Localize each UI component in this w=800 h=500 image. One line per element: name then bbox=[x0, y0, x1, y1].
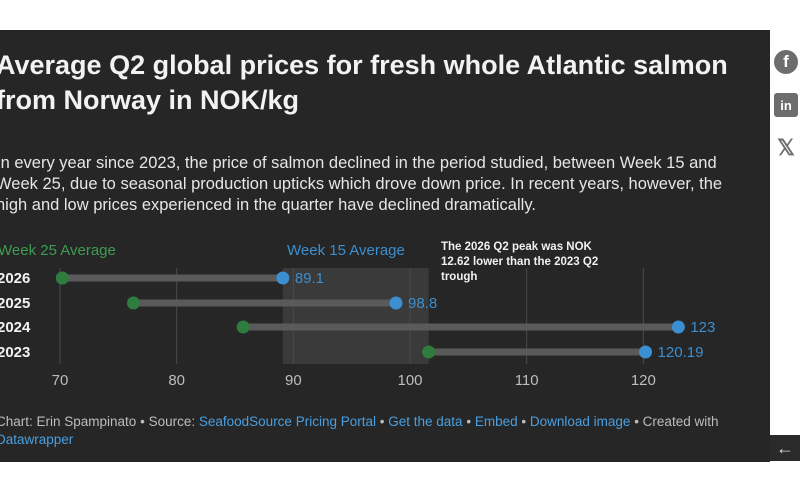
footer-sep: • bbox=[521, 414, 527, 429]
x-tick-label: 70 bbox=[52, 372, 69, 389]
footer-credit: Chart: Erin Spampinato bbox=[0, 414, 137, 429]
footer-sep: • bbox=[466, 414, 472, 429]
source-link[interactable]: SeafoodSource Pricing Portal bbox=[198, 414, 376, 429]
chart-annotation: The 2026 Q2 peak was NOK 12.62 lower tha… bbox=[441, 241, 599, 283]
y-category-label: 2023 bbox=[0, 344, 30, 361]
week15-point bbox=[389, 296, 403, 310]
week15-point bbox=[276, 271, 290, 285]
social-bar: f in 𝕏 bbox=[770, 30, 800, 462]
x-tick-label: 90 bbox=[285, 372, 302, 389]
chart-description: In every year since 2023, the price of s… bbox=[0, 154, 723, 214]
y-category-label: 2025 bbox=[0, 295, 30, 312]
datawrapper-link[interactable]: Datawrapper bbox=[0, 432, 74, 447]
week15-point bbox=[639, 345, 653, 359]
download-image-link[interactable]: Download image bbox=[529, 414, 631, 429]
footer-created-prefix: • Created with bbox=[634, 414, 719, 429]
week25-point bbox=[236, 320, 250, 334]
linkedin-icon[interactable]: in bbox=[774, 93, 798, 117]
x-tick-label: 100 bbox=[397, 372, 422, 389]
dumbbell-chart: 70 80 90 100 110 120 2026 89.1 2025 98.8 2024 123 20… bbox=[0, 268, 715, 389]
value-label: 98.8 bbox=[408, 295, 437, 312]
y-category-label: 2026 bbox=[0, 270, 30, 287]
x-tick-label: 120 bbox=[631, 372, 656, 389]
get-data-link[interactable]: Get the data bbox=[388, 414, 463, 429]
week25-point bbox=[422, 345, 436, 359]
week25-point bbox=[55, 271, 69, 285]
highlight-band bbox=[282, 268, 429, 364]
value-label: 123 bbox=[690, 319, 715, 336]
embed-link[interactable]: Embed bbox=[474, 414, 518, 429]
chart-title: Average Q2 global prices for fresh whole… bbox=[0, 50, 728, 115]
week25-point bbox=[127, 296, 140, 310]
footer-source-prefix: • Source: bbox=[140, 414, 196, 429]
nav-bar: ← bbox=[770, 30, 800, 462]
value-label: 89.1 bbox=[295, 270, 324, 287]
footer-sep: • bbox=[379, 414, 385, 429]
y-category-label: 2024 bbox=[0, 319, 31, 336]
x-tick-label: 80 bbox=[168, 372, 185, 389]
week15-point bbox=[671, 320, 685, 334]
legend-week25: Week 25 Average bbox=[0, 242, 116, 259]
arrow-left-icon[interactable]: ← bbox=[770, 435, 800, 461]
value-label: 120.19 bbox=[658, 344, 704, 361]
x-tick-label: 110 bbox=[515, 372, 539, 389]
chart-footer: Chart: Erin Spampinato • Source: Seafood… bbox=[0, 413, 770, 449]
chart-panel: Average Q2 global prices for fresh whole… bbox=[0, 30, 770, 462]
x-icon[interactable]: 𝕏 bbox=[777, 135, 795, 160]
facebook-icon[interactable]: f bbox=[774, 50, 798, 74]
legend-week15: Week 15 Average bbox=[287, 242, 405, 259]
